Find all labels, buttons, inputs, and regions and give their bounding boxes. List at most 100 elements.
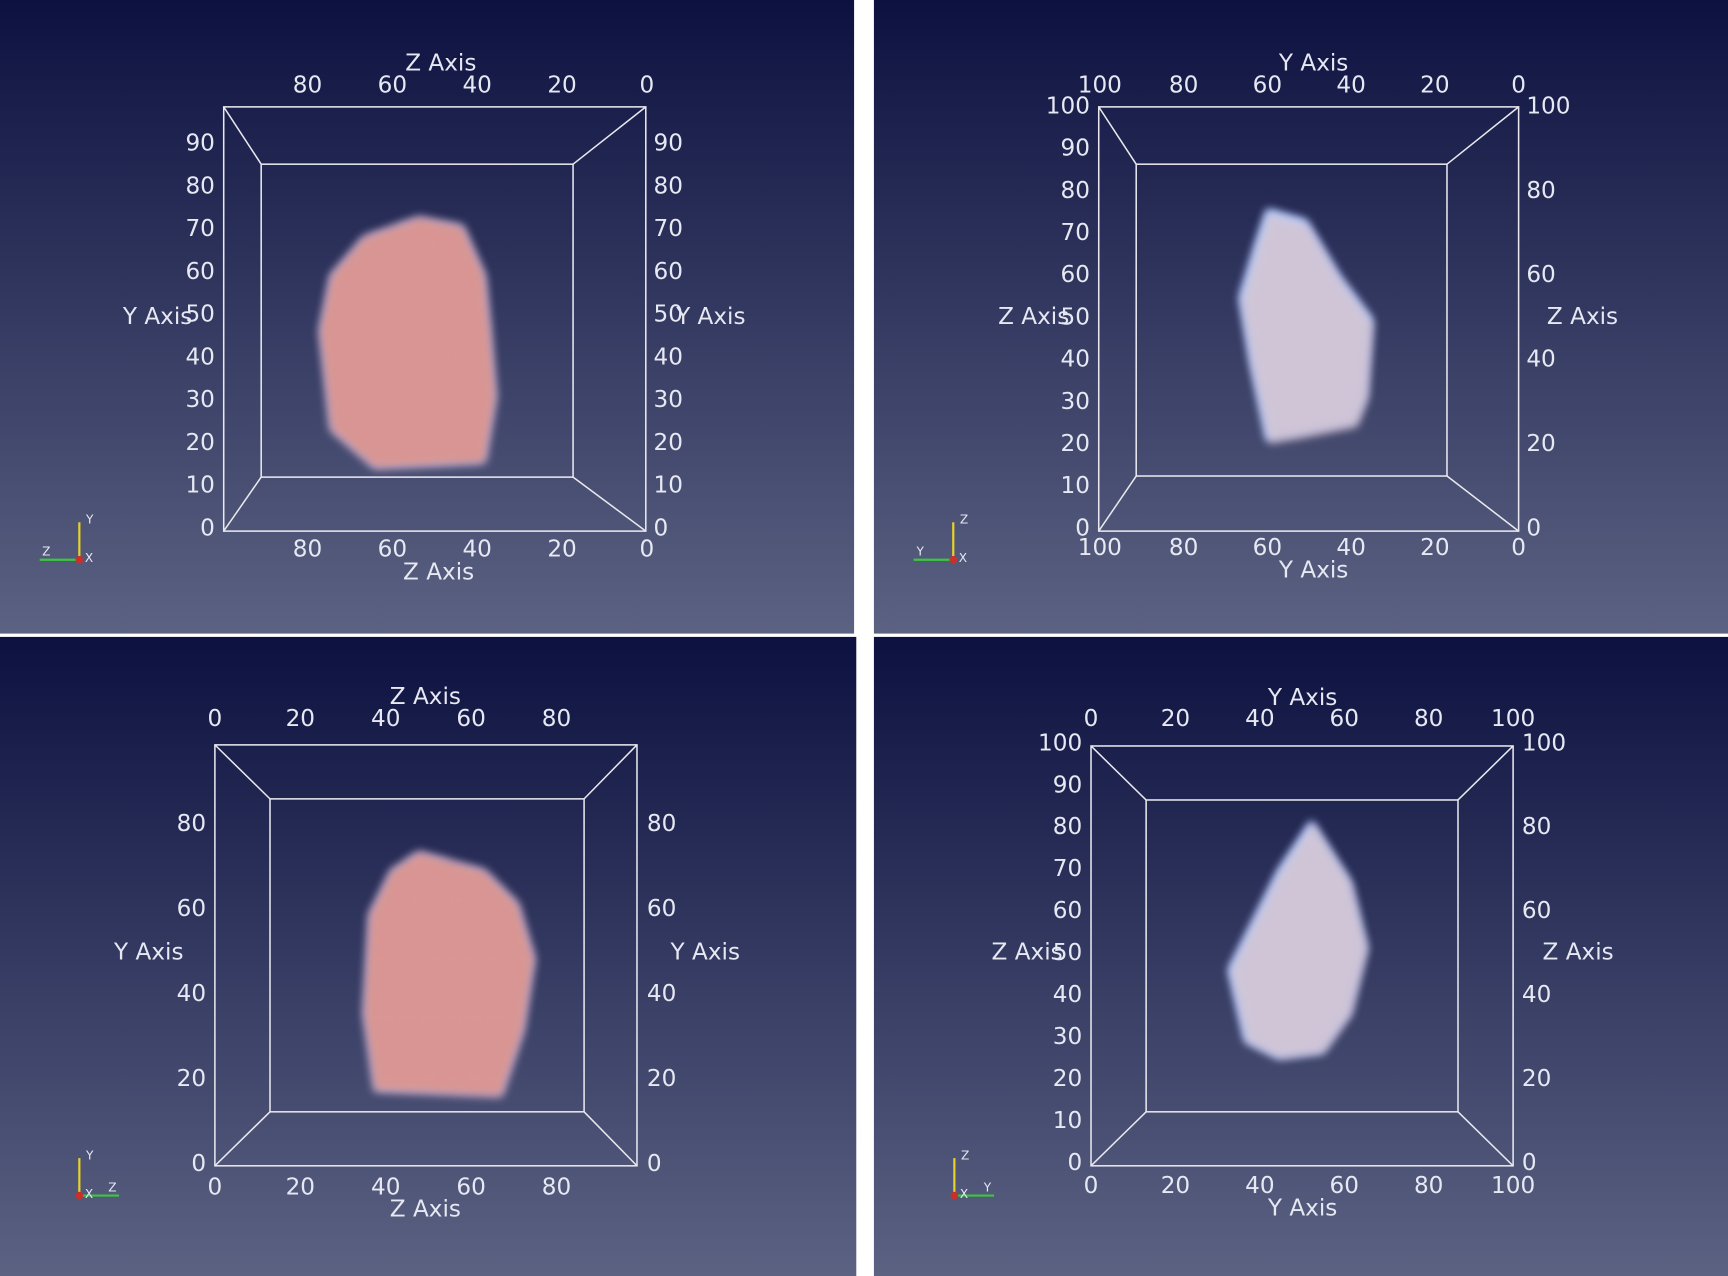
tick-label: 20 <box>185 430 214 456</box>
gizmo-label: Y <box>85 513 94 527</box>
tick-label: 80 <box>542 1174 571 1200</box>
tick-label: 30 <box>185 387 214 413</box>
tick-label: 30 <box>1053 1024 1082 1050</box>
axis-title: Y Axis <box>1278 557 1348 583</box>
box-edge <box>1457 745 1514 801</box>
tick-label: 90 <box>654 131 683 157</box>
box-edge <box>572 476 647 532</box>
tick-label: 40 <box>1053 982 1082 1008</box>
tick-label: 60 <box>378 72 407 98</box>
tick-label: 50 <box>1053 940 1082 966</box>
tick-label: 80 <box>1169 72 1198 98</box>
volume-core <box>1231 823 1369 1060</box>
box-edge <box>1446 106 1520 165</box>
tick-label: 70 <box>1060 220 1089 246</box>
axis-title: Z Axis <box>390 1196 461 1222</box>
tick-label: 80 <box>293 72 322 98</box>
tick-label: 20 <box>286 706 315 732</box>
volume-core <box>1242 214 1374 446</box>
tick-label: 100 <box>1491 706 1535 732</box>
tick-label: 20 <box>1420 535 1449 561</box>
tick-label: 40 <box>462 72 491 98</box>
tick-label: 80 <box>647 811 676 837</box>
tick-label: 20 <box>1526 431 1555 457</box>
gizmo-label: Y <box>983 1180 992 1194</box>
tick-label: 40 <box>1245 706 1274 732</box>
box-edge <box>1090 1111 1147 1167</box>
tick-label: 50 <box>185 302 214 328</box>
tick-label: 20 <box>1053 1066 1082 1092</box>
box-edge <box>583 744 638 800</box>
gizmo-origin <box>949 555 958 564</box>
gizmo-label: X <box>960 1187 968 1201</box>
axis-title: Y Axis <box>1267 1195 1337 1221</box>
inner-box <box>1145 799 1459 1113</box>
axis-title: Z Axis <box>405 50 476 76</box>
tick-label: 40 <box>1526 347 1555 373</box>
tick-label: 60 <box>1330 1173 1359 1199</box>
tick-label: 80 <box>177 811 206 837</box>
tick-label: 80 <box>1414 706 1443 732</box>
box-edge <box>572 106 647 165</box>
tick-label: 0 <box>640 72 655 98</box>
tick-label: 90 <box>185 131 214 157</box>
tick-label: 40 <box>1336 535 1365 561</box>
tick-label: 40 <box>371 1174 400 1200</box>
tick-label: 80 <box>542 706 571 732</box>
tick-label: 60 <box>456 706 485 732</box>
tick-label: 40 <box>185 344 214 370</box>
tick-label: 100 <box>1078 535 1122 561</box>
tick-label: 20 <box>286 1174 315 1200</box>
tick-label: 10 <box>654 473 683 499</box>
tick-label: 20 <box>1420 72 1449 98</box>
tick-label: 40 <box>1060 347 1089 373</box>
tick-label: 60 <box>456 1174 485 1200</box>
tick-label: 30 <box>1060 389 1089 415</box>
tick-label: 80 <box>185 173 214 199</box>
tick-label: 70 <box>1053 856 1082 882</box>
tick-label: 0 <box>647 1151 662 1177</box>
tick-label: 20 <box>647 1066 676 1092</box>
tick-label: 20 <box>1161 1173 1190 1199</box>
tick-label: 0 <box>1084 1173 1099 1199</box>
inner-box <box>269 798 585 1113</box>
axis-title: Y Axis <box>670 940 740 966</box>
axis-title: Z Axis <box>403 559 474 585</box>
gizmo-label: Y <box>85 1148 94 1162</box>
box-edge <box>1457 1111 1514 1167</box>
axis-title: Z Axis <box>390 684 461 710</box>
gizmo-label: X <box>85 1187 93 1201</box>
tick-label: 80 <box>1414 1173 1443 1199</box>
inner-box <box>260 163 574 478</box>
tick-label: 0 <box>1526 515 1541 541</box>
outer-box <box>1097 106 1520 532</box>
axis-title: Y Axis <box>113 940 183 966</box>
tick-label: 0 <box>1511 535 1526 561</box>
tick-label: 60 <box>1526 262 1555 288</box>
outer-box <box>222 106 647 532</box>
axis-title: Y Axis <box>675 304 745 330</box>
tick-label: 80 <box>1169 535 1198 561</box>
tick-label: 10 <box>185 473 214 499</box>
tick-label: 40 <box>654 344 683 370</box>
tick-label: 60 <box>185 259 214 285</box>
box-edge <box>1090 745 1147 801</box>
volume <box>363 851 535 1097</box>
tick-label: 60 <box>1053 898 1082 924</box>
axis-title: Z Axis <box>998 304 1069 330</box>
render-view: 0 20 40 60 80 0 20 40 60 80 0 20 40 60 80 0 20 40 60 80 Z Ax… <box>0 636 857 1276</box>
axis-title: Y Axis <box>1267 685 1337 711</box>
gizmo-label: Z <box>960 513 968 527</box>
tick-label: 20 <box>1522 1066 1551 1092</box>
tick-label: 50 <box>654 302 683 328</box>
tick-label: 0 <box>208 706 223 732</box>
tick-label: 80 <box>1060 178 1089 204</box>
volume <box>319 217 496 469</box>
tick-label: 60 <box>177 896 206 922</box>
tick-label: 100 <box>1526 93 1570 119</box>
tick-label: 20 <box>654 430 683 456</box>
tick-label: 20 <box>1161 706 1190 732</box>
box-edge <box>214 744 271 800</box>
